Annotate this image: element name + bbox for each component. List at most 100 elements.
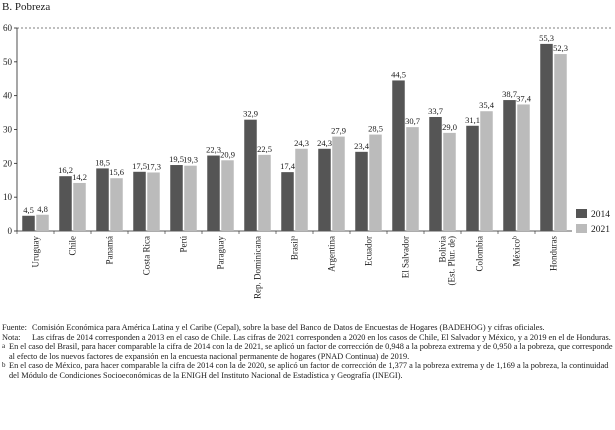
- footnote-a: a En el caso del Brasil, para hacer comp…: [2, 342, 613, 361]
- bar-2014: [96, 168, 109, 231]
- category-label: Chile: [68, 236, 78, 256]
- category-label: Argentina: [327, 236, 337, 272]
- bar-2021: [147, 172, 160, 231]
- data-label-2021: 29,0: [442, 122, 457, 132]
- bar-2014: [133, 171, 146, 231]
- data-label-2021: 17,3: [146, 161, 161, 171]
- category-label: Brasila: [290, 236, 300, 261]
- source-text: Comisión Económica para América Latina y…: [32, 323, 545, 332]
- legend-label-2014: 2014: [591, 210, 610, 220]
- data-label-2021: 22,5: [257, 144, 272, 154]
- note-label: Nota:: [2, 332, 21, 342]
- bar-chart: 0 10 20 30 40 50 60 4,5 4,8 Uruguay 16,214,2 Chile 1…: [3, 23, 612, 299]
- data-label-2021: 24,3: [294, 138, 309, 148]
- data-label-2014: 18,5: [95, 157, 110, 167]
- data-label-2014: 24,3: [317, 138, 332, 148]
- bar-2021: [406, 127, 419, 231]
- data-label-2021: 27,9: [331, 126, 346, 136]
- footnote-b-text: En el caso de México, para hacer compara…: [9, 361, 609, 380]
- y-tick-label: 40: [3, 91, 13, 101]
- legend-swatch-2021: [576, 224, 587, 233]
- source-label: Fuente:: [2, 323, 27, 332]
- category-label: Rep. Dominicana: [253, 236, 263, 299]
- category-label: Méxicob: [512, 236, 522, 267]
- chart-notes: Fuente: Comisión Económica para América …: [2, 323, 613, 381]
- bar-2021: [184, 165, 197, 231]
- category-label: Colombia: [475, 236, 485, 272]
- data-label-2021: 4,8: [37, 204, 48, 214]
- bar-2014: [170, 165, 183, 231]
- legend-swatch-2014: [576, 209, 587, 218]
- y-tick-label: 30: [3, 125, 13, 135]
- general-note: Nota: Las cifras de 2014 corresponden a …: [2, 333, 613, 343]
- category-footnote-mark: a: [291, 236, 297, 239]
- data-label-2014: 17,4: [280, 161, 296, 171]
- bar-2014: [22, 215, 35, 231]
- data-label-2014: 19,5: [169, 154, 184, 164]
- bar-2021: [221, 160, 234, 231]
- data-label-2021: 52,3: [553, 43, 568, 53]
- category-label: Uruguay: [31, 236, 41, 268]
- category-label: Bolivia: [438, 236, 448, 263]
- data-label-2014: 32,9: [243, 109, 258, 119]
- category-label: Perú: [179, 236, 189, 253]
- data-label-2014: 17,5: [132, 161, 147, 171]
- bar-2014: [429, 116, 442, 231]
- bar-2021: [295, 148, 308, 231]
- bar-2021: [443, 132, 456, 231]
- y-tick-label: 10: [3, 192, 13, 202]
- data-label-2021: 14,2: [72, 172, 87, 182]
- footnote-a-mark: a: [2, 342, 6, 351]
- note-text: Las cifras de 2014 corresponden a 2013 e…: [32, 332, 611, 342]
- category-label-line2: (Est. Plur. de): [447, 236, 457, 286]
- legend-label-2021: 2021: [591, 225, 610, 235]
- bar-2014: [318, 148, 331, 231]
- bar-2021: [332, 136, 345, 231]
- y-tick-label: 0: [8, 226, 13, 236]
- data-label-2014: 55,3: [539, 33, 554, 43]
- bar-2014: [540, 43, 553, 231]
- category-footnote-mark: b: [513, 236, 519, 239]
- bar-2014: [355, 151, 368, 231]
- category-label: El Salvador: [401, 236, 411, 278]
- category-label: Ecuador: [364, 236, 374, 266]
- data-label-2014: 44,5: [391, 69, 406, 79]
- data-label-2014: 33,7: [428, 106, 443, 116]
- bar-2021: [517, 104, 530, 231]
- footnote-a-text: En el caso del Brasil, para hacer compar…: [9, 342, 613, 361]
- data-label-2021: 37,4: [516, 93, 532, 103]
- data-label-2021: 15,6: [109, 167, 124, 177]
- data-label-2021: 20,9: [220, 149, 235, 159]
- y-tick-label: 50: [3, 57, 13, 67]
- bar-2021: [554, 54, 567, 231]
- source-note: Fuente: Comisión Económica para América …: [2, 323, 613, 333]
- bar-2021: [73, 182, 86, 231]
- bar-2021: [369, 134, 382, 231]
- data-label-2014: 38,7: [502, 89, 517, 99]
- category-label: Honduras: [549, 236, 559, 271]
- y-tick-label: 60: [3, 23, 13, 33]
- category-label: Panamá: [105, 236, 115, 265]
- data-label-2014: 31,1: [465, 115, 480, 125]
- data-label-2014: 23,4: [354, 141, 370, 151]
- y-tick-label: 20: [3, 158, 13, 168]
- data-label-2021: 30,7: [405, 116, 420, 126]
- bar-2014: [392, 80, 405, 231]
- bar-2021: [480, 111, 493, 231]
- footnote-b: b En el caso de México, para hacer compa…: [2, 361, 613, 380]
- bar-2014: [281, 172, 294, 231]
- footnote-b-mark: b: [2, 361, 6, 370]
- data-label-2021: 35,4: [479, 100, 495, 110]
- data-label-2014: 16,2: [58, 165, 73, 175]
- bar-2014: [466, 125, 479, 231]
- data-label-2021: 19,3: [183, 155, 198, 165]
- category-label: Paraguay: [216, 236, 226, 270]
- bar-2021: [110, 178, 123, 231]
- bar-2021: [36, 214, 49, 231]
- data-label-2014: 22,3: [206, 145, 221, 155]
- data-label-2021: 28,5: [368, 124, 383, 134]
- bar-2014: [207, 155, 220, 231]
- bar-2021: [258, 154, 271, 231]
- chart-title: B. Pobreza: [2, 1, 51, 13]
- bar-2014: [59, 176, 72, 231]
